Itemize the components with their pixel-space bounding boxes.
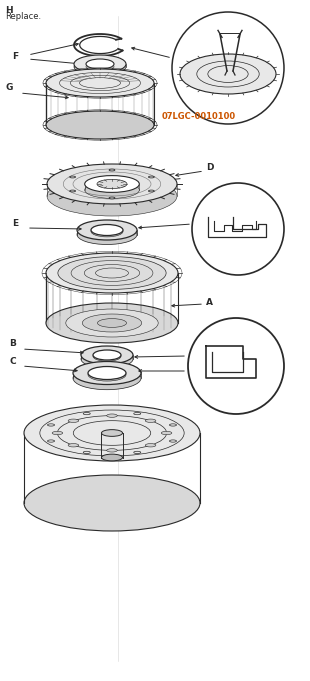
Text: A: A — [206, 298, 213, 307]
Ellipse shape — [81, 346, 133, 364]
Ellipse shape — [107, 449, 117, 452]
Ellipse shape — [74, 55, 126, 73]
Text: G: G — [5, 83, 12, 92]
Ellipse shape — [70, 190, 76, 192]
Ellipse shape — [68, 443, 79, 447]
Ellipse shape — [81, 350, 133, 368]
Text: D: D — [206, 163, 214, 172]
Ellipse shape — [66, 309, 158, 337]
Ellipse shape — [91, 226, 123, 237]
Ellipse shape — [86, 62, 114, 72]
Circle shape — [172, 12, 284, 124]
Ellipse shape — [70, 176, 76, 178]
Ellipse shape — [47, 164, 177, 204]
Text: E: E — [12, 219, 18, 228]
Ellipse shape — [74, 58, 126, 76]
Ellipse shape — [24, 475, 200, 531]
Ellipse shape — [88, 366, 126, 379]
Ellipse shape — [88, 368, 126, 381]
Ellipse shape — [93, 351, 121, 361]
Circle shape — [188, 318, 284, 414]
Ellipse shape — [77, 225, 137, 244]
Ellipse shape — [47, 176, 177, 216]
Text: F: F — [12, 52, 18, 61]
Ellipse shape — [52, 431, 63, 434]
Ellipse shape — [46, 111, 154, 139]
Ellipse shape — [58, 257, 166, 289]
Ellipse shape — [91, 225, 123, 236]
Ellipse shape — [24, 405, 200, 461]
Ellipse shape — [93, 350, 121, 360]
Ellipse shape — [46, 253, 178, 293]
Text: C: C — [9, 357, 16, 366]
Ellipse shape — [86, 59, 114, 69]
Ellipse shape — [73, 366, 141, 390]
Ellipse shape — [77, 220, 137, 240]
Ellipse shape — [85, 176, 139, 193]
Ellipse shape — [101, 430, 122, 437]
Text: Replace.: Replace. — [5, 12, 41, 21]
Ellipse shape — [148, 176, 154, 178]
Ellipse shape — [46, 303, 178, 343]
Ellipse shape — [68, 419, 79, 422]
Ellipse shape — [97, 319, 126, 328]
Ellipse shape — [46, 69, 154, 97]
Ellipse shape — [145, 443, 156, 447]
Text: 07LGC-0010100: 07LGC-0010100 — [162, 112, 236, 121]
Ellipse shape — [148, 190, 154, 192]
Ellipse shape — [161, 431, 172, 434]
Ellipse shape — [145, 419, 156, 422]
Ellipse shape — [97, 179, 127, 189]
Ellipse shape — [107, 414, 117, 417]
Text: B: B — [9, 339, 16, 348]
Ellipse shape — [85, 182, 139, 198]
Circle shape — [192, 183, 284, 275]
Ellipse shape — [180, 54, 276, 94]
Ellipse shape — [109, 169, 115, 171]
Ellipse shape — [73, 362, 141, 385]
Ellipse shape — [109, 197, 115, 199]
Ellipse shape — [82, 314, 142, 332]
Text: H: H — [5, 6, 13, 15]
Ellipse shape — [101, 454, 122, 461]
